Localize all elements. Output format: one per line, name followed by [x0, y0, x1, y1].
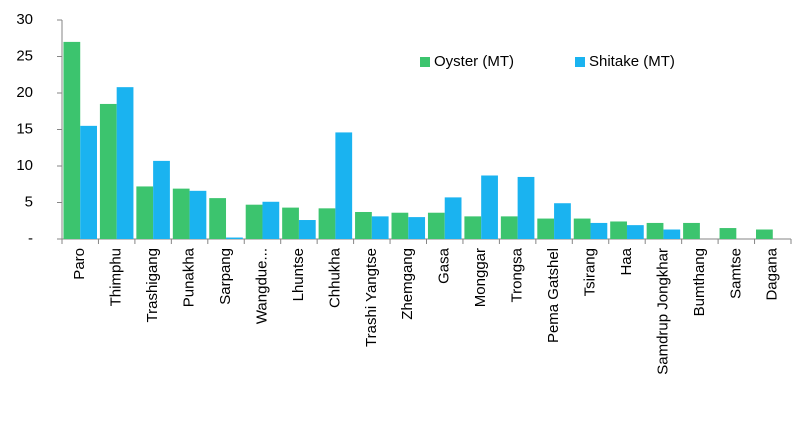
y-tick-label: 10	[16, 157, 33, 174]
x-tick-label: Tsirang	[581, 248, 598, 296]
y-tick-label: 20	[16, 84, 33, 101]
bar	[63, 41, 81, 240]
y-tick-label: 15	[16, 120, 33, 137]
bar	[209, 198, 227, 239]
legend-label: Shitake (MT)	[589, 53, 675, 70]
x-tick-label: Trashigang	[144, 248, 161, 323]
bar	[663, 229, 681, 239]
bar	[554, 203, 571, 239]
x-tick-label: Trashi Yangtse	[363, 248, 380, 347]
bar	[481, 175, 498, 239]
bar	[537, 218, 555, 239]
bar	[116, 87, 134, 239]
bar	[318, 208, 336, 239]
x-tick-label: Samtse	[727, 248, 744, 299]
x-tick-label: Monggar	[472, 248, 489, 307]
bar	[517, 176, 535, 239]
bar	[500, 216, 518, 239]
bar	[683, 222, 700, 239]
x-tick-label: Haa	[618, 247, 635, 275]
bar	[719, 228, 737, 239]
bar	[427, 212, 445, 239]
x-tick-label: Wangdue...	[253, 248, 270, 324]
bar	[408, 217, 426, 239]
x-tick-label: Dagana	[764, 247, 781, 300]
x-tick-label: Chhukha	[326, 247, 343, 308]
bar	[80, 125, 97, 239]
x-tick-label: Trongsa	[509, 247, 526, 302]
x-tick-label: Paro	[71, 248, 88, 280]
x-tick-label: Samdrup Jongkhar	[654, 248, 671, 375]
bar	[262, 201, 280, 239]
x-tick-label: Punakha	[181, 247, 198, 307]
legend-swatch	[575, 57, 585, 67]
bar	[355, 211, 372, 239]
bar	[153, 160, 170, 239]
x-tick-label: Lhuntse	[290, 248, 307, 301]
bar	[391, 212, 409, 239]
bar	[464, 216, 482, 239]
bar	[226, 237, 243, 239]
legend-swatch	[420, 57, 430, 67]
bar	[136, 186, 154, 239]
bar	[610, 221, 627, 239]
bar	[335, 132, 353, 239]
x-tick-label: Pema Gatshel	[545, 248, 562, 343]
x-tick-label: Gasa	[436, 247, 453, 284]
bar	[646, 222, 664, 239]
bar	[189, 190, 207, 239]
bar	[590, 222, 608, 239]
x-tick-label: Zhemgang	[399, 248, 416, 320]
x-tick-label: Sarpang	[217, 248, 234, 305]
bar	[756, 229, 773, 239]
bar	[245, 204, 263, 239]
x-tick-label: Bumthang	[691, 248, 708, 316]
bar	[626, 225, 644, 239]
bar	[444, 197, 462, 239]
y-tick-label: 25	[16, 47, 33, 64]
bar	[298, 220, 316, 239]
bar	[282, 207, 299, 239]
legend-label: Oyster (MT)	[434, 53, 514, 70]
x-tick-label: Thimphu	[108, 248, 125, 306]
y-tick-label: -	[28, 230, 33, 247]
bar	[99, 103, 117, 239]
y-tick-label: 30	[16, 11, 33, 28]
bar	[172, 188, 190, 239]
bar	[573, 218, 591, 239]
y-tick-label: 5	[25, 193, 33, 210]
bar	[371, 216, 389, 239]
